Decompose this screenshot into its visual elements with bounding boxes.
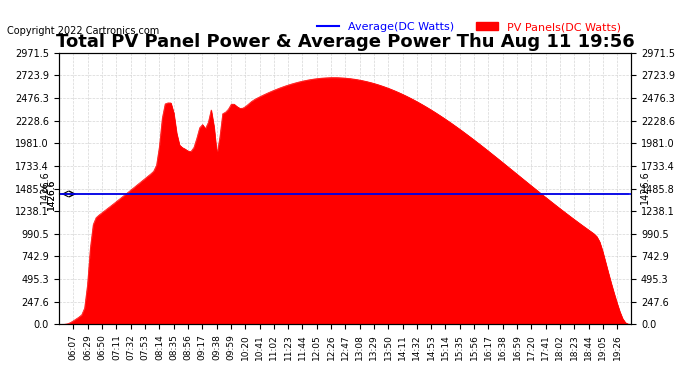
Text: Copyright 2022 Cartronics.com: Copyright 2022 Cartronics.com xyxy=(7,26,159,36)
Text: 1426.6: 1426.6 xyxy=(47,178,56,210)
Text: 1426.6: 1426.6 xyxy=(40,171,50,204)
Legend: Average(DC Watts), PV Panels(DC Watts): Average(DC Watts), PV Panels(DC Watts) xyxy=(313,18,626,36)
Title: Total PV Panel Power & Average Power Thu Aug 11 19:56: Total PV Panel Power & Average Power Thu… xyxy=(56,33,634,51)
Text: 1426.6: 1426.6 xyxy=(640,171,650,204)
Text: 1426.6: 1426.6 xyxy=(47,178,56,210)
